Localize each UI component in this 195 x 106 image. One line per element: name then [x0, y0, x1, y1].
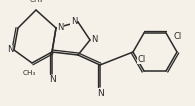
Text: CH₃: CH₃ [29, 0, 43, 3]
Text: CH₃: CH₃ [22, 70, 36, 76]
Text: N: N [71, 17, 77, 26]
Text: N: N [49, 75, 55, 84]
Text: Cl: Cl [138, 55, 146, 64]
Text: N: N [57, 24, 63, 33]
Text: N: N [97, 89, 103, 98]
Text: N: N [7, 45, 13, 54]
Text: N: N [91, 36, 97, 45]
Text: Cl: Cl [174, 32, 182, 41]
